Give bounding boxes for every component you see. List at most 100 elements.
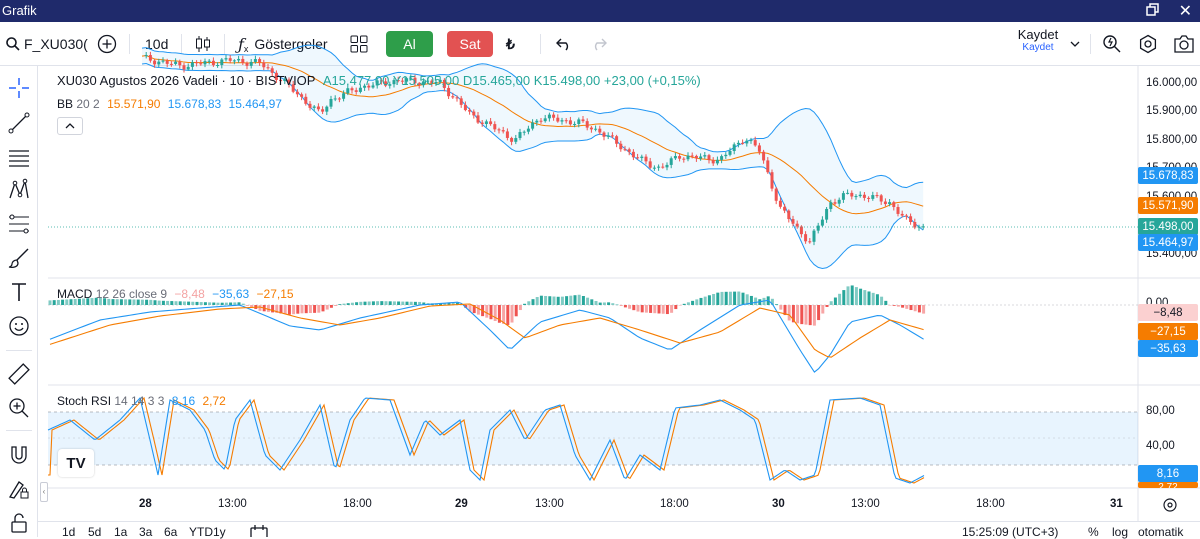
tradingview-logo[interactable]: TV: [58, 449, 94, 477]
macd-histogram-bar: [355, 302, 359, 305]
currency-icon: ₺: [506, 35, 515, 52]
macd-histogram-bar: [653, 305, 657, 314]
log-toggle[interactable]: log: [1112, 525, 1129, 539]
macd-histogram-bar: [875, 294, 879, 305]
indicators-label: Göstergeler: [254, 36, 328, 52]
currency-button[interactable]: ₺: [506, 22, 515, 66]
window-titlebar: Grafik ✕: [0, 0, 1200, 22]
macd-histogram-bar: [556, 296, 560, 305]
candle-body: [610, 135, 614, 137]
candle-body: [711, 160, 715, 164]
sell-button[interactable]: Sat: [447, 31, 493, 57]
redo-button[interactable]: [590, 22, 608, 66]
chart-type-button[interactable]: [194, 22, 212, 66]
lock-drawings-icon[interactable]: [7, 477, 31, 501]
restore-window-icon[interactable]: [1146, 3, 1160, 17]
last-price-tag: 15.498,00: [1138, 218, 1198, 235]
macd-histogram-bar: [174, 301, 178, 305]
macd-histogram-bar: [178, 301, 182, 305]
brush-icon[interactable]: [7, 246, 31, 270]
save-dropdown[interactable]: [1070, 22, 1080, 66]
macd-histogram-bar: [888, 305, 892, 306]
candle-body: [585, 121, 589, 128]
macd-line-value: −35,63: [212, 287, 250, 301]
crosshair-icon[interactable]: [7, 76, 31, 100]
close-window-icon[interactable]: ✕: [1178, 3, 1192, 20]
ruler-icon[interactable]: [7, 362, 31, 386]
snapshot-button[interactable]: [1173, 22, 1195, 66]
range-1d[interactable]: 1d: [62, 525, 76, 539]
auto-toggle[interactable]: otomatik: [1138, 525, 1184, 539]
symbol-search[interactable]: F_XU030(: [6, 22, 88, 66]
candle-body: [161, 60, 165, 62]
range-5d[interactable]: 5d: [88, 525, 102, 539]
macd-histogram-bar: [670, 305, 674, 313]
collapse-toolbar-tab[interactable]: ‹: [40, 482, 48, 502]
quick-search-button[interactable]: [1102, 22, 1122, 66]
candle-body: [581, 119, 585, 122]
macd-histogram-bar: [859, 288, 863, 305]
compare-button[interactable]: [97, 22, 117, 66]
axis-settings-icon[interactable]: [1162, 497, 1178, 513]
text-icon[interactable]: [7, 280, 31, 304]
range-1y[interactable]: 1y: [213, 525, 226, 539]
candle-body: [535, 120, 539, 123]
time-axis-label: 18:00: [660, 498, 689, 510]
emoji-icon[interactable]: [7, 314, 31, 338]
candle-body: [148, 55, 152, 61]
lock-icon[interactable]: [7, 511, 31, 535]
magnet-icon[interactable]: [7, 443, 31, 467]
settings-button[interactable]: [1138, 22, 1158, 66]
macd-histogram-bar: [279, 305, 283, 314]
clock-timezone[interactable]: 15:25:09 (UTC+3): [962, 525, 1059, 539]
candle-body: [757, 145, 761, 152]
macd-histogram-bar: [296, 305, 300, 314]
macd-histogram-bar: [443, 303, 447, 305]
percent-toggle[interactable]: %: [1088, 525, 1099, 539]
buy-button[interactable]: Al: [386, 31, 433, 57]
candle-body: [665, 164, 669, 168]
candle-body: [753, 140, 757, 146]
macd-legend[interactable]: MACD 12 26 close 9 −8,48 −35,63 −27,15: [57, 287, 294, 301]
stoch-legend[interactable]: Stoch RSI 14 14 3 3 8,16 2,72: [57, 394, 226, 408]
pattern-icon[interactable]: [7, 178, 31, 202]
save-button[interactable]: Kaydet Kaydet: [1012, 27, 1064, 53]
layout-grid-icon: [350, 35, 368, 53]
macd-histogram-bar: [682, 303, 686, 305]
macd-signal-value: −27,15: [256, 287, 294, 301]
candle-body: [455, 97, 459, 99]
candle-body: [749, 140, 753, 142]
bb-legend[interactable]: BB 20 2 15.571,90 15.678,83 15.464,97: [57, 97, 282, 111]
candle-body: [312, 106, 316, 108]
macd-histogram-bar: [833, 297, 837, 305]
candle-body: [841, 193, 845, 200]
stoch-d-tag: 2,72: [1138, 482, 1198, 488]
projection-icon[interactable]: [7, 212, 31, 236]
trend-line-icon[interactable]: [7, 111, 31, 135]
candle-body: [224, 58, 228, 60]
undo-button[interactable]: [555, 22, 573, 66]
horizontal-lines-icon[interactable]: [7, 145, 31, 169]
macd-histogram-bar: [258, 305, 262, 311]
macd-histogram-bar: [191, 301, 195, 305]
range-3a[interactable]: 3a: [139, 525, 153, 539]
candle-body: [867, 197, 871, 199]
zoom-in-icon[interactable]: [7, 396, 31, 420]
range-1a[interactable]: 1a: [114, 525, 128, 539]
range-ytd[interactable]: YTD: [189, 525, 213, 539]
interval-button[interactable]: 10d: [145, 22, 168, 66]
candle-body: [321, 109, 325, 112]
candle-body: [770, 172, 774, 189]
candle-body: [736, 142, 740, 145]
legend-collapse-button[interactable]: [57, 117, 83, 135]
candle-body: [543, 118, 547, 122]
layouts-button[interactable]: [350, 22, 368, 66]
candle-body: [883, 201, 887, 205]
range-6a[interactable]: 6a: [164, 525, 178, 539]
candle-body: [568, 120, 572, 125]
calendar-icon[interactable]: [250, 525, 268, 537]
macd-histogram-bar: [770, 298, 774, 305]
candle-body: [862, 194, 866, 198]
indicators-button[interactable]: ƒ x Göstergeler: [238, 22, 328, 66]
